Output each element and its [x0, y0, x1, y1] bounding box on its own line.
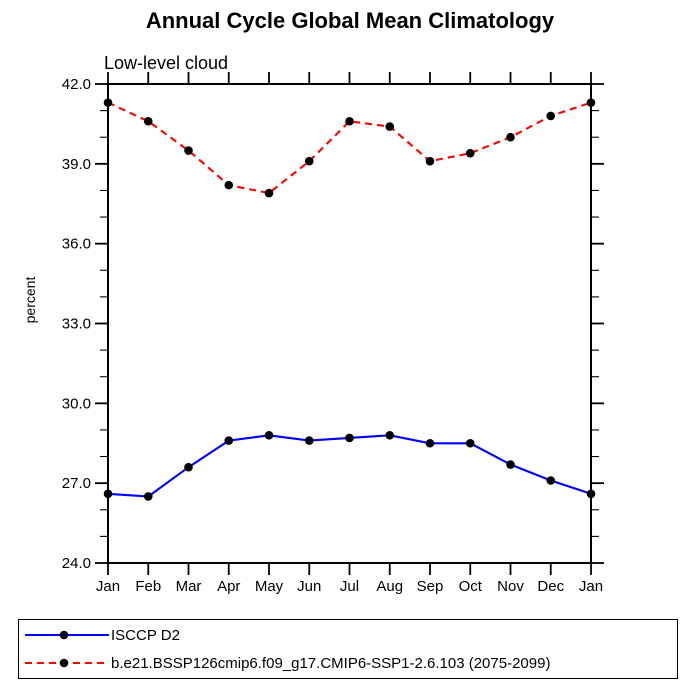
series-marker: [425, 156, 435, 166]
x-tick-label: Oct: [459, 578, 483, 595]
y-tick-label: 27.0: [62, 475, 91, 492]
series-marker: [224, 180, 234, 190]
x-tick-label: Jan: [96, 578, 120, 595]
legend-item-label: ISCCP D2: [111, 626, 180, 644]
series-marker: [546, 476, 556, 485]
series-line: [107, 101, 592, 195]
legend-line-sample: [25, 658, 109, 668]
series-marker: [385, 430, 395, 440]
legend-item: ISCCP D2: [19, 622, 677, 649]
x-tick-label: Jan: [579, 578, 603, 595]
legend-line-sample: [25, 630, 109, 640]
series-marker: [264, 430, 274, 440]
x-tick-label: Aug: [376, 578, 403, 595]
x-tick-label: Apr: [217, 578, 240, 595]
legend-item-label: b.e21.BSSP126cmip6.f09_g17.CMIP6-SSP1-2.…: [111, 654, 551, 672]
series-marker: [586, 489, 596, 499]
y-axis-ticks-right: [591, 83, 604, 564]
series-marker: [425, 438, 435, 448]
series-marker: [184, 146, 193, 155]
series-markers: [103, 98, 596, 198]
series-marker: [264, 188, 274, 198]
x-tick-label: Nov: [497, 578, 524, 595]
x-tick-label: Sep: [417, 578, 444, 595]
series-line: [107, 434, 592, 498]
legend-marker-dot: [59, 658, 69, 668]
series-marker: [546, 111, 556, 121]
series-marker: [465, 148, 475, 158]
series-marker: [143, 492, 153, 501]
series-marker: [184, 462, 193, 472]
plot-subtitle: Low-level cloud: [104, 53, 229, 73]
page-title: Annual Cycle Global Mean Climatology: [145, 8, 555, 33]
y-tick-labels: 24.0 27.0 30.0 33.0 36.0 39.0 42.0: [62, 76, 91, 572]
y-tick-label: 24.0: [62, 555, 91, 572]
series-marker: [586, 98, 596, 107]
series-marker: [304, 436, 314, 445]
y-axis-ticks-left: [95, 83, 108, 564]
series-marker: [385, 122, 395, 131]
series-marker: [304, 156, 314, 166]
plot-border: [107, 83, 592, 564]
series-marker: [143, 116, 153, 126]
x-tick-label: May: [255, 578, 284, 595]
legend-marker-dot: [59, 630, 69, 640]
legend-item: b.e21.BSSP126cmip6.f09_g17.CMIP6-SSP1-2.…: [19, 650, 677, 677]
x-tick-label: Mar: [176, 578, 202, 595]
x-tick-label: Dec: [537, 578, 564, 595]
y-tick-label: 33.0: [62, 316, 91, 333]
series-marker: [103, 489, 113, 499]
x-axis-ticks-bottom: [107, 563, 592, 575]
series-marker: [224, 436, 234, 445]
series-marker: [345, 116, 354, 126]
x-tick-labels: Jan Feb Mar Apr May Jun Jul Aug Sep Oct Nov Dec Jan: [96, 578, 603, 595]
series-markers: [103, 430, 596, 501]
y-tick-label: 30.0: [62, 395, 91, 412]
series-marker: [345, 433, 354, 443]
y-axis-minor-ticks: [100, 110, 599, 537]
x-tick-label: Jul: [340, 578, 359, 595]
x-tick-label: Feb: [135, 578, 161, 595]
x-axis-ticks-top: [107, 72, 592, 84]
series-marker: [465, 438, 475, 448]
y-tick-label: 39.0: [62, 156, 91, 173]
series-marker: [506, 132, 515, 142]
legend-box: ISCCP D2 b.e21.BSSP126cmip6.f09_g17.CMIP…: [18, 619, 678, 679]
plot-svg: 24.0 27.0 30.0 33.0 36.0 39.0 42.0 Jan Feb Mar Apr…: [62, 72, 604, 595]
series-marker: [506, 460, 515, 469]
x-tick-label: Jun: [297, 578, 321, 595]
y-tick-label: 42.0: [62, 76, 91, 93]
series-marker: [103, 98, 113, 107]
y-tick-label: 36.0: [62, 236, 91, 253]
